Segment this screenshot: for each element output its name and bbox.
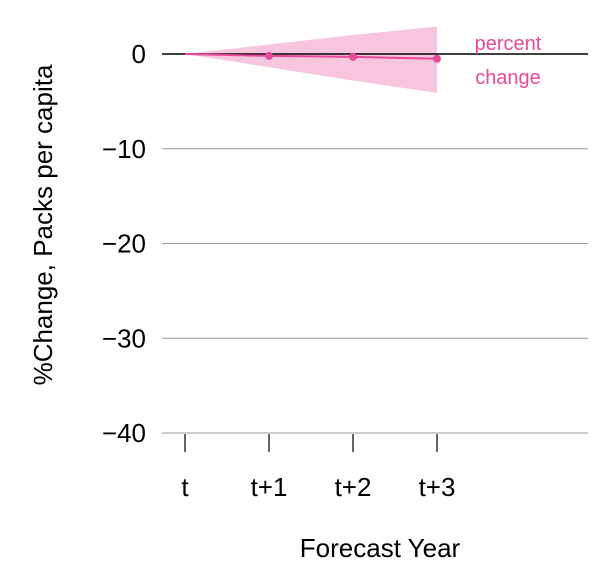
series-label: percent change	[475, 33, 542, 89]
x-tick-label: t+3	[419, 472, 456, 502]
y-tick-label: −40	[102, 418, 146, 448]
confidence-band-layer	[185, 26, 437, 93]
confidence-band	[185, 26, 437, 93]
y-tick-label: −20	[102, 229, 146, 259]
y-tick-label: −10	[102, 134, 146, 164]
y-tick-labels: 0 −10 −20 −30 −40	[102, 39, 146, 448]
series-label-line: percent	[475, 33, 542, 55]
x-axis-label: Forecast Year	[300, 533, 461, 561]
series-layer	[184, 51, 441, 63]
data-point	[433, 54, 441, 63]
data-point	[349, 52, 357, 61]
x-tick-label: t+2	[335, 472, 372, 502]
y-tick-label: 0	[132, 39, 146, 69]
x-tick-label: t	[181, 472, 189, 502]
series-label-line: change	[475, 67, 541, 89]
y-tick-label: −30	[102, 323, 146, 353]
x-tick-label: t+1	[251, 472, 288, 502]
grid-lines	[162, 148, 588, 434]
series-line	[184, 53, 438, 60]
y-axis-label: %Change, Packs per capita	[28, 64, 58, 385]
x-axis-ticks: t t+1 t+2 t+3	[181, 434, 455, 502]
data-point	[265, 51, 273, 60]
